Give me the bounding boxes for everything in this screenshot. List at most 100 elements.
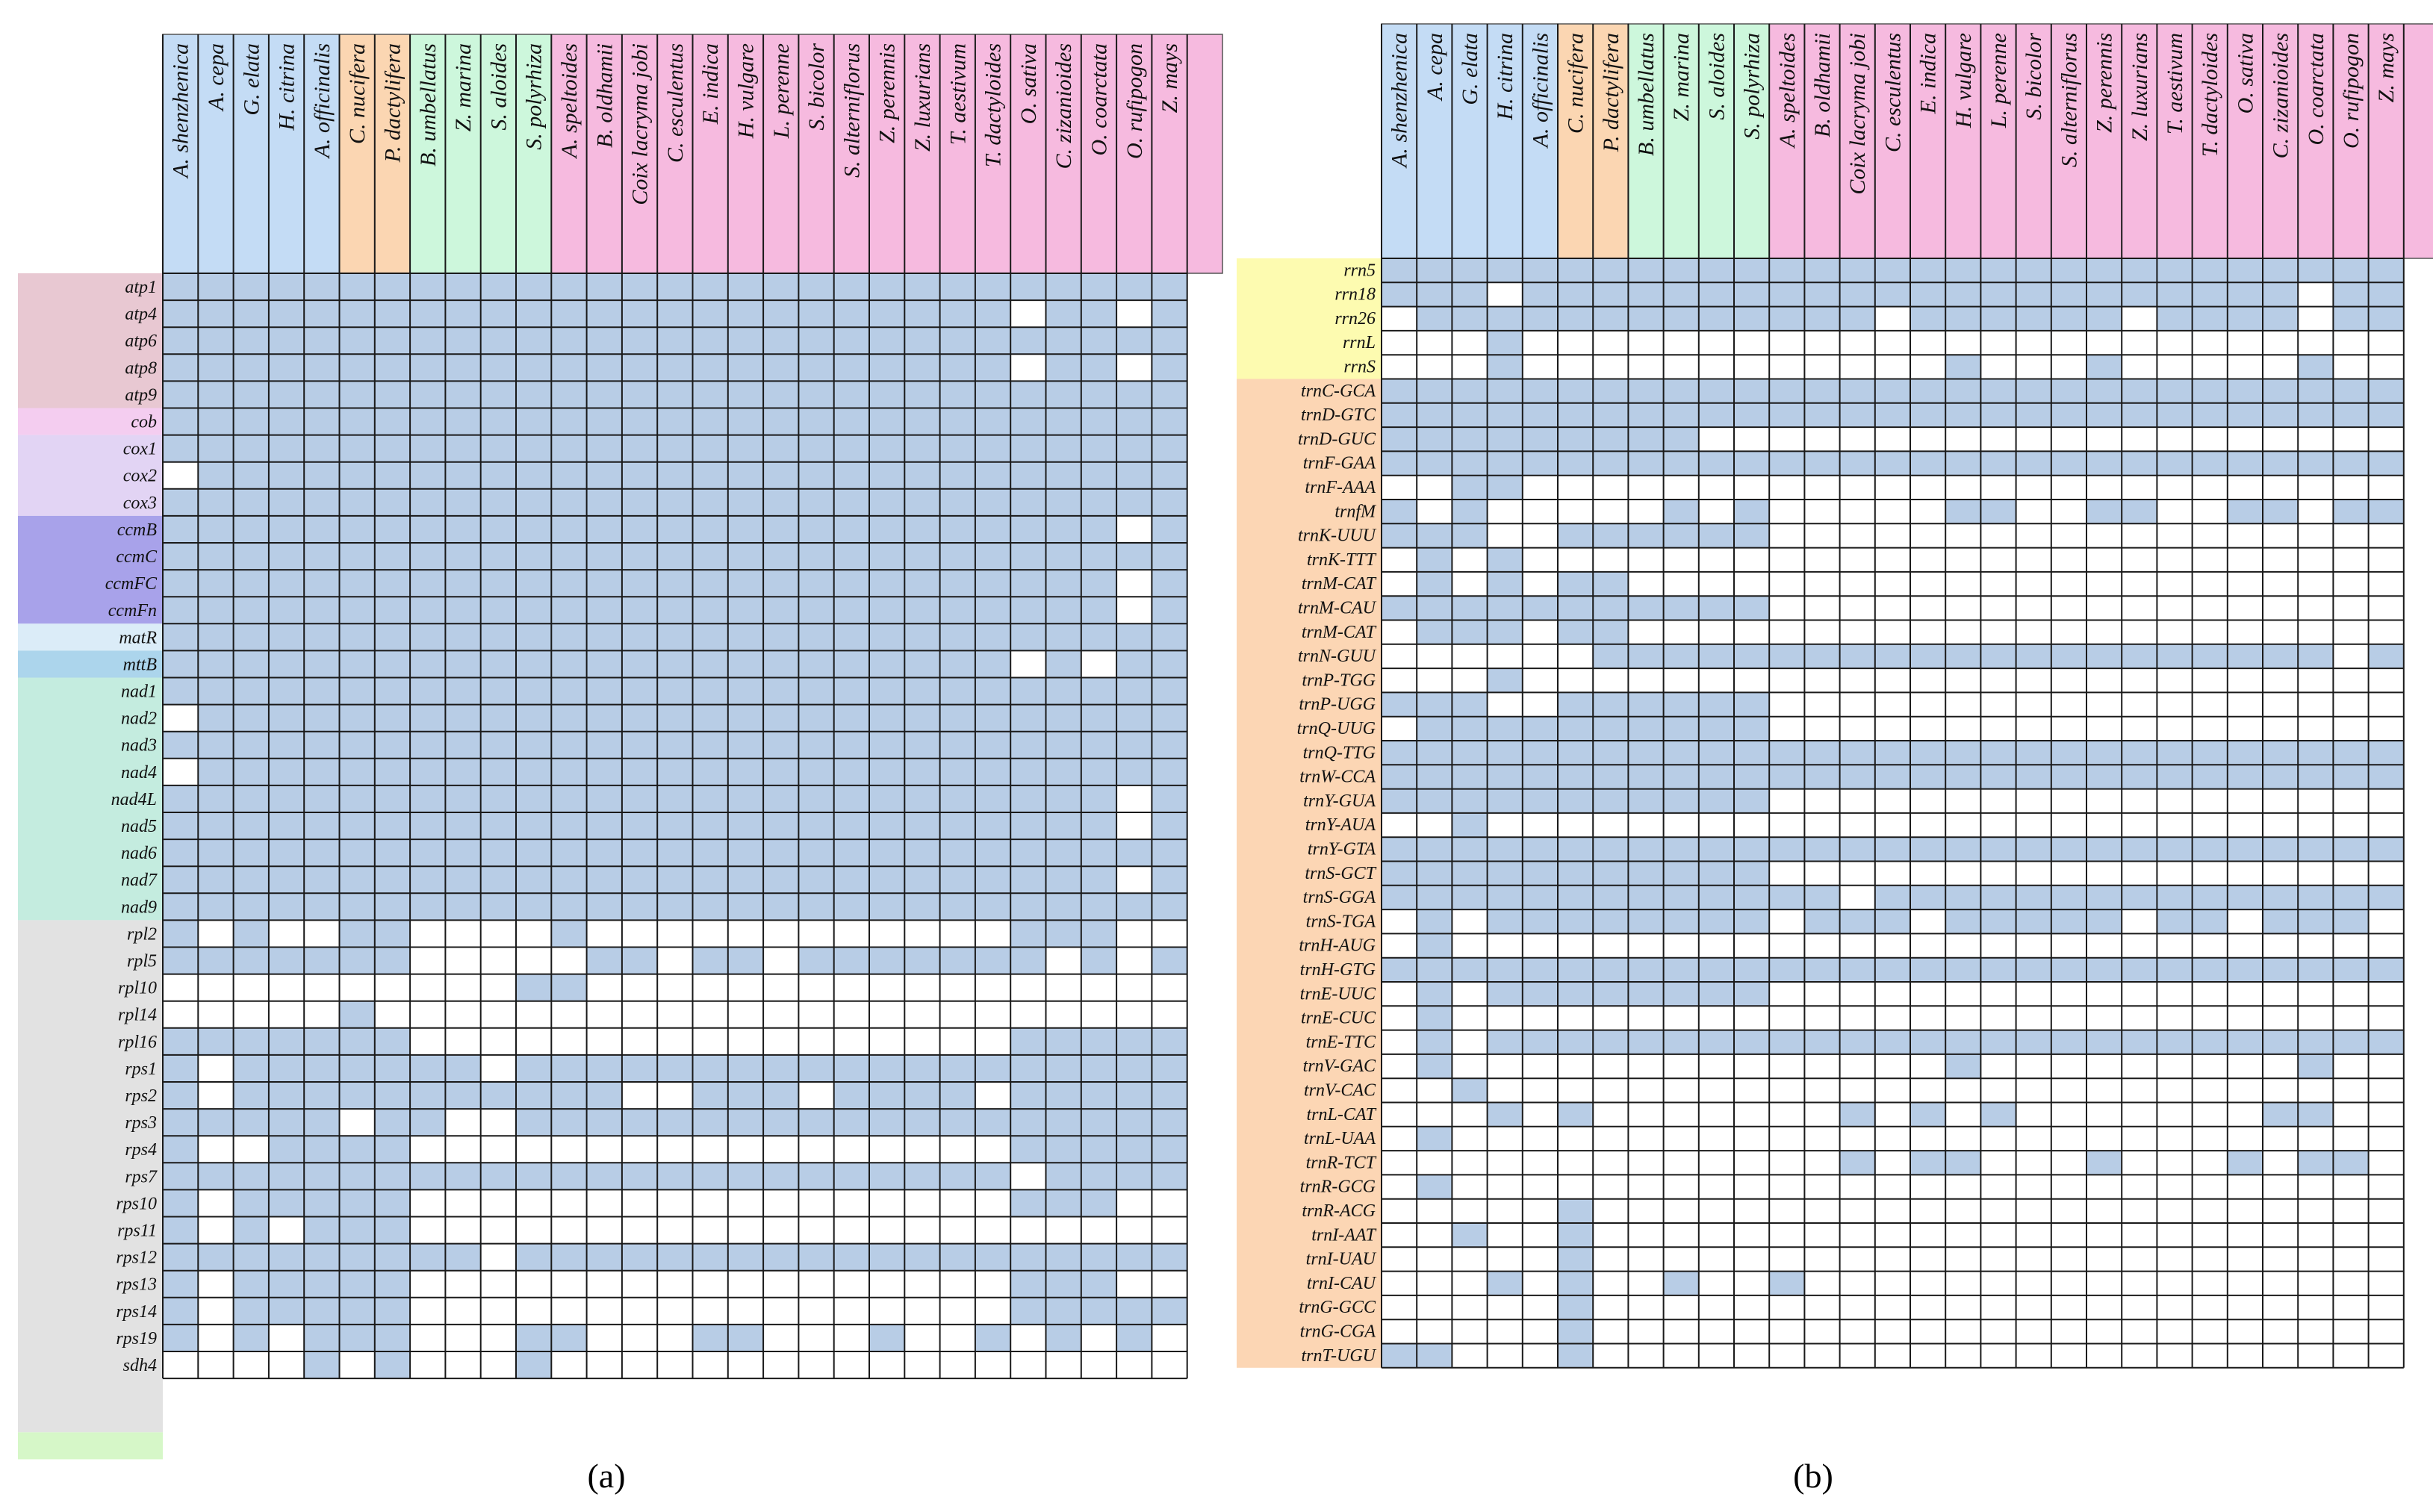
cell-absent [445,1324,481,1351]
cell-present [410,650,446,678]
cell-present [1045,812,1081,840]
cell-present [586,435,622,462]
cell-absent [1593,475,1629,500]
cell-present [1487,1102,1523,1127]
cell-present [1116,1082,1152,1110]
cell-present [1839,1151,1875,1175]
panel-b-gene-label: rrnL [1343,333,1376,352]
cell-absent [833,1351,869,1379]
cell-absent [2263,982,2299,1007]
cell-absent [2333,1343,2369,1368]
cell-absent [1663,1006,1699,1030]
cell-absent [869,1001,905,1028]
cell-present [1628,427,1664,452]
cell-present [1045,1324,1081,1351]
cell-present [1804,885,1840,910]
cell-present [2016,909,2051,934]
cell-present [904,273,940,301]
cell-present [869,515,905,543]
cell-present [304,1136,340,1163]
cell-present [1522,716,1558,741]
cell-absent [1874,933,1910,958]
cell-absent [1839,523,1875,548]
cell-absent [1417,1223,1452,1248]
cell-absent [2298,788,2334,813]
cell-absent [2157,1054,2193,1079]
cell-present [1045,731,1081,759]
cell-absent [480,1351,516,1379]
cell-absent [2333,547,2369,572]
cell-absent [2086,1126,2122,1151]
cell-present [657,273,693,301]
cell-present [692,785,728,812]
panel-b-species-label: H. citrina [1493,33,1517,121]
cell-absent [1839,1078,1875,1103]
cell-absent [1910,330,1946,355]
cell-absent [233,974,269,1001]
cell-absent [2157,668,2193,693]
cell-present [869,327,905,355]
cell-absent [1522,1151,1558,1175]
cell-absent [445,974,481,1001]
cell-absent [1628,1198,1664,1223]
cell-present [339,1054,375,1082]
panel-a-gene-label: rps12 [116,1248,157,1268]
cell-present [657,866,693,894]
cell-present [268,623,305,651]
cell-present [268,300,305,328]
cell-absent [1945,1198,1981,1223]
panel-b-species-label: E. indica [1916,33,1941,114]
cell-absent [1804,1295,1840,1320]
cell-absent [1522,523,1558,548]
panel-b-gene-label: trnS-GGA [1303,888,1376,907]
cell-absent [445,1297,481,1325]
cell-absent [1839,668,1875,693]
cell-absent [621,974,658,1001]
cell-present [410,570,446,597]
cell-present [1382,692,1417,717]
cell-present [1945,258,1981,283]
cell-present [410,1082,446,1110]
cell-present [621,785,658,812]
cell-present [2122,379,2157,403]
cell-present [904,543,940,570]
cell-present [1452,1078,1488,1103]
cell-present [268,893,305,921]
cell-present [374,677,411,705]
cell-present [727,300,764,328]
cell-absent [1452,668,1488,693]
cell-absent [2227,1247,2263,1272]
cell-present [1698,885,1734,910]
cell-absent [2122,668,2157,693]
cell-absent [763,1324,799,1351]
cell-absent [163,461,199,489]
cell-absent [1593,668,1629,693]
cell-present [1152,947,1187,974]
cell-present [2368,379,2404,403]
cell-absent [410,974,446,1001]
cell-present [2051,451,2086,476]
cell-absent [869,1216,905,1244]
cell-present [2122,885,2157,910]
cell-absent [1452,1343,1488,1368]
cell-present [833,327,869,355]
cell-present [1628,909,1664,934]
cell-absent [727,1351,764,1379]
cell-present [2016,765,2051,789]
cell-absent [2192,1319,2228,1344]
cell-absent [1945,788,1981,813]
cell-absent [1593,1054,1629,1079]
cell-absent [1980,1078,2016,1103]
cell-present [198,435,234,462]
panel-b-species-label: A. shenzhenica [1388,33,1412,169]
cell-present [1769,741,1805,765]
cell-absent [2298,1006,2334,1030]
cell-present [1081,300,1117,328]
cell-absent [1522,1223,1558,1248]
cell-absent [1593,500,1629,524]
cell-absent [2192,716,2228,741]
cell-present [1081,273,1117,301]
cell-present [763,300,799,328]
cell-present [1417,885,1452,910]
cell-absent [2192,812,2228,838]
